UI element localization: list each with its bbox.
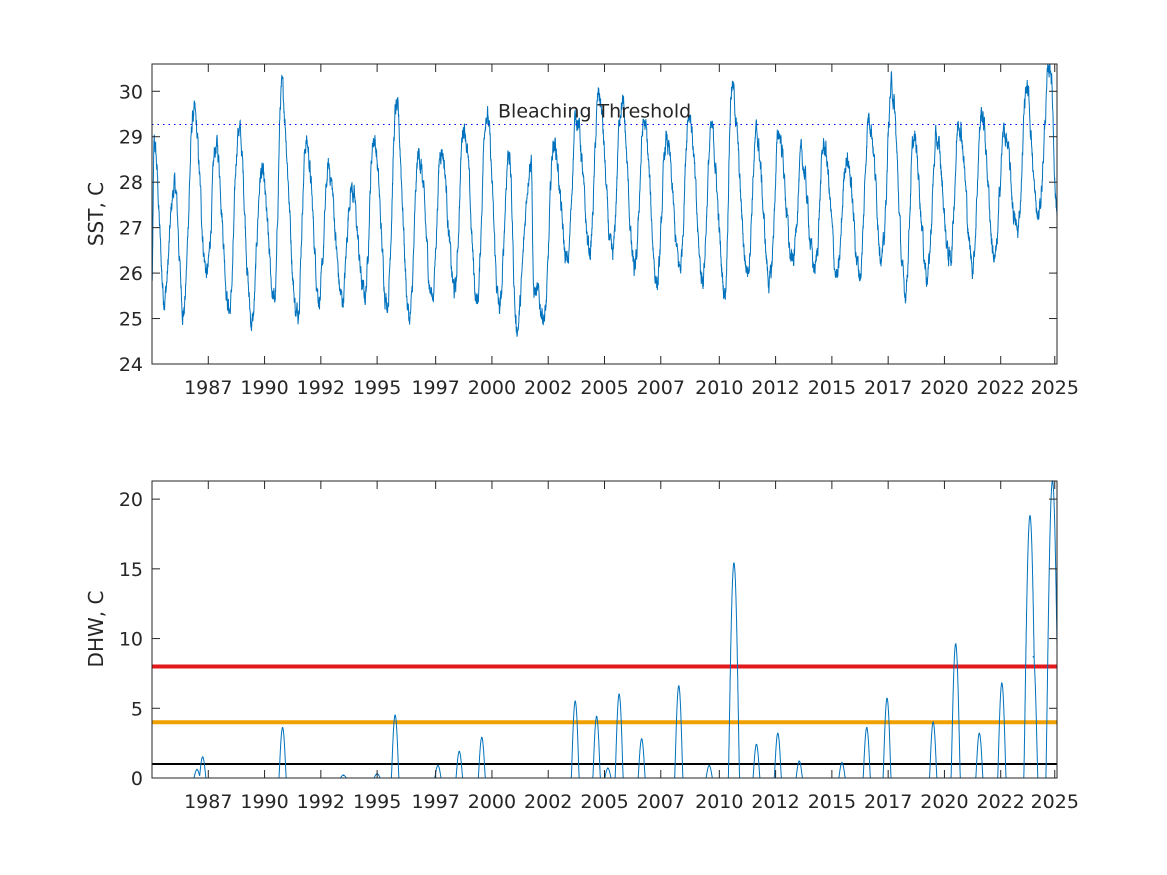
sst-xtick-label: 1987 — [184, 377, 232, 399]
sst-xtick-label: 2010 — [695, 377, 743, 399]
sst-xtick-label: 2012 — [751, 377, 799, 399]
sst-ytick-label: 24 — [119, 354, 143, 376]
sst-ytick-label: 29 — [119, 127, 143, 149]
dhw-xtick-label: 2017 — [864, 791, 912, 813]
sst-xtick-label: 2005 — [580, 377, 628, 399]
sst-ytick-label: 27 — [119, 218, 143, 240]
sst-ytick-label: 28 — [119, 172, 143, 194]
dhw-xtick-label: 1997 — [411, 791, 459, 813]
dhw-event-peak — [755, 743, 758, 746]
sst-xtick-label: 2002 — [524, 377, 572, 399]
sst-xtick-label: 2015 — [808, 377, 856, 399]
dhw-event-peak — [481, 736, 483, 739]
dhw-event-peak — [574, 700, 576, 703]
dhw-event-peak — [437, 764, 439, 767]
dhw-ytick-label: 15 — [119, 559, 143, 581]
sst-xtick-label: 1990 — [240, 377, 288, 399]
dhw-y-axis-label: DHW, C — [84, 591, 108, 668]
dhw-event-peak — [458, 750, 461, 753]
dhw-ytick-label: 5 — [131, 698, 143, 720]
sst-series-line — [151, 63, 1058, 337]
dhw-xtick-label: 1990 — [240, 791, 288, 813]
dhw-event-peak — [607, 767, 609, 769]
dhw-ticks: 0 5 10 15 20 1987 1990 1992 1995 1997 2000 2002 2005… — [119, 481, 1079, 813]
dhw-event-peak — [733, 562, 735, 565]
sst-ytick-label: 30 — [119, 81, 143, 103]
sst-marks: Bleaching Threshold — [151, 63, 1058, 337]
dhw-xtick-label: 2012 — [751, 791, 799, 813]
dhw-xtick-label: 1992 — [297, 791, 345, 813]
dhw-panel: 0 5 10 15 20 1987 1990 1992 1995 1997 2000 2002 2005… — [84, 480, 1079, 813]
dhw-xtick-label: 2010 — [695, 791, 743, 813]
sst-xtick-label: 2000 — [468, 377, 516, 399]
dhw-xtick-label: 2002 — [524, 791, 572, 813]
dhw-xtick-label: 2015 — [808, 791, 856, 813]
sst-xtick-label: 2020 — [920, 377, 968, 399]
sst-panel: Bleaching Threshold 24 25 26 27 28 29 30 1987 19… — [84, 63, 1079, 399]
dhw-event-peak — [954, 643, 957, 645]
dhw-event-peak — [678, 685, 680, 687]
dhw-ytick-label: 20 — [119, 489, 143, 511]
dhw-ytick-label: 10 — [119, 629, 143, 651]
sst-ticks: 24 25 26 27 28 29 30 1987 1990 1992 1995 1997 2000 20… — [119, 64, 1079, 399]
sst-xtick-label: 2025 — [1031, 377, 1079, 399]
dhw-event-peak — [708, 764, 710, 767]
dhw-xtick-label: 1995 — [353, 791, 401, 813]
dhw-axes-box — [151, 480, 1058, 779]
dhw-event-peak — [866, 727, 868, 729]
dhw-ytick-label: 0 — [131, 768, 143, 790]
bleaching-threshold-label: Bleaching Threshold — [498, 100, 691, 122]
dhw-event-peak — [841, 761, 843, 764]
sst-axes-box — [151, 63, 1058, 365]
dhw-xtick-label: 2005 — [580, 791, 628, 813]
sst-xtick-label: 1992 — [297, 377, 345, 399]
dhw-event-peak — [1032, 655, 1035, 658]
dhw-event-peak — [618, 693, 620, 696]
dhw-event-peak — [932, 721, 934, 723]
dhw-event-peak — [1001, 682, 1003, 684]
dhw-event-peak — [777, 732, 779, 735]
dhw-event-peak — [886, 697, 888, 700]
sst-xtick-label: 2007 — [637, 377, 685, 399]
dhw-event-peak — [342, 774, 345, 776]
sst-xtick-label: 1997 — [411, 377, 459, 399]
dhw-event-peak — [394, 714, 396, 717]
dhw-xtick-label: 2022 — [977, 791, 1025, 813]
sst-xtick-label: 2017 — [864, 377, 912, 399]
dhw-event-peak — [595, 715, 598, 718]
sst-ytick-label: 25 — [119, 309, 143, 331]
dhw-event-peak — [978, 732, 981, 735]
dhw-xtick-label: 2000 — [468, 791, 516, 813]
sst-xtick-label: 1995 — [353, 377, 401, 399]
dhw-event-peak — [1029, 515, 1031, 517]
dhw-event-peak — [201, 756, 204, 758]
sst-xtick-label: 2022 — [977, 377, 1025, 399]
sst-y-axis-label: SST, C — [84, 182, 108, 246]
dhw-xtick-label: 2007 — [637, 791, 685, 813]
dhw-xtick-label: 2020 — [920, 791, 968, 813]
dhw-xtick-label: 1987 — [184, 791, 232, 813]
dhw-event-peak — [798, 760, 800, 763]
dhw-axes-background — [152, 481, 1057, 778]
dhw-event-peak — [196, 768, 198, 771]
sst-ytick-label: 26 — [119, 263, 143, 285]
dhw-event-peak — [281, 727, 284, 729]
dhw-event-peak — [640, 738, 643, 740]
dhw-xtick-label: 2025 — [1031, 791, 1079, 813]
